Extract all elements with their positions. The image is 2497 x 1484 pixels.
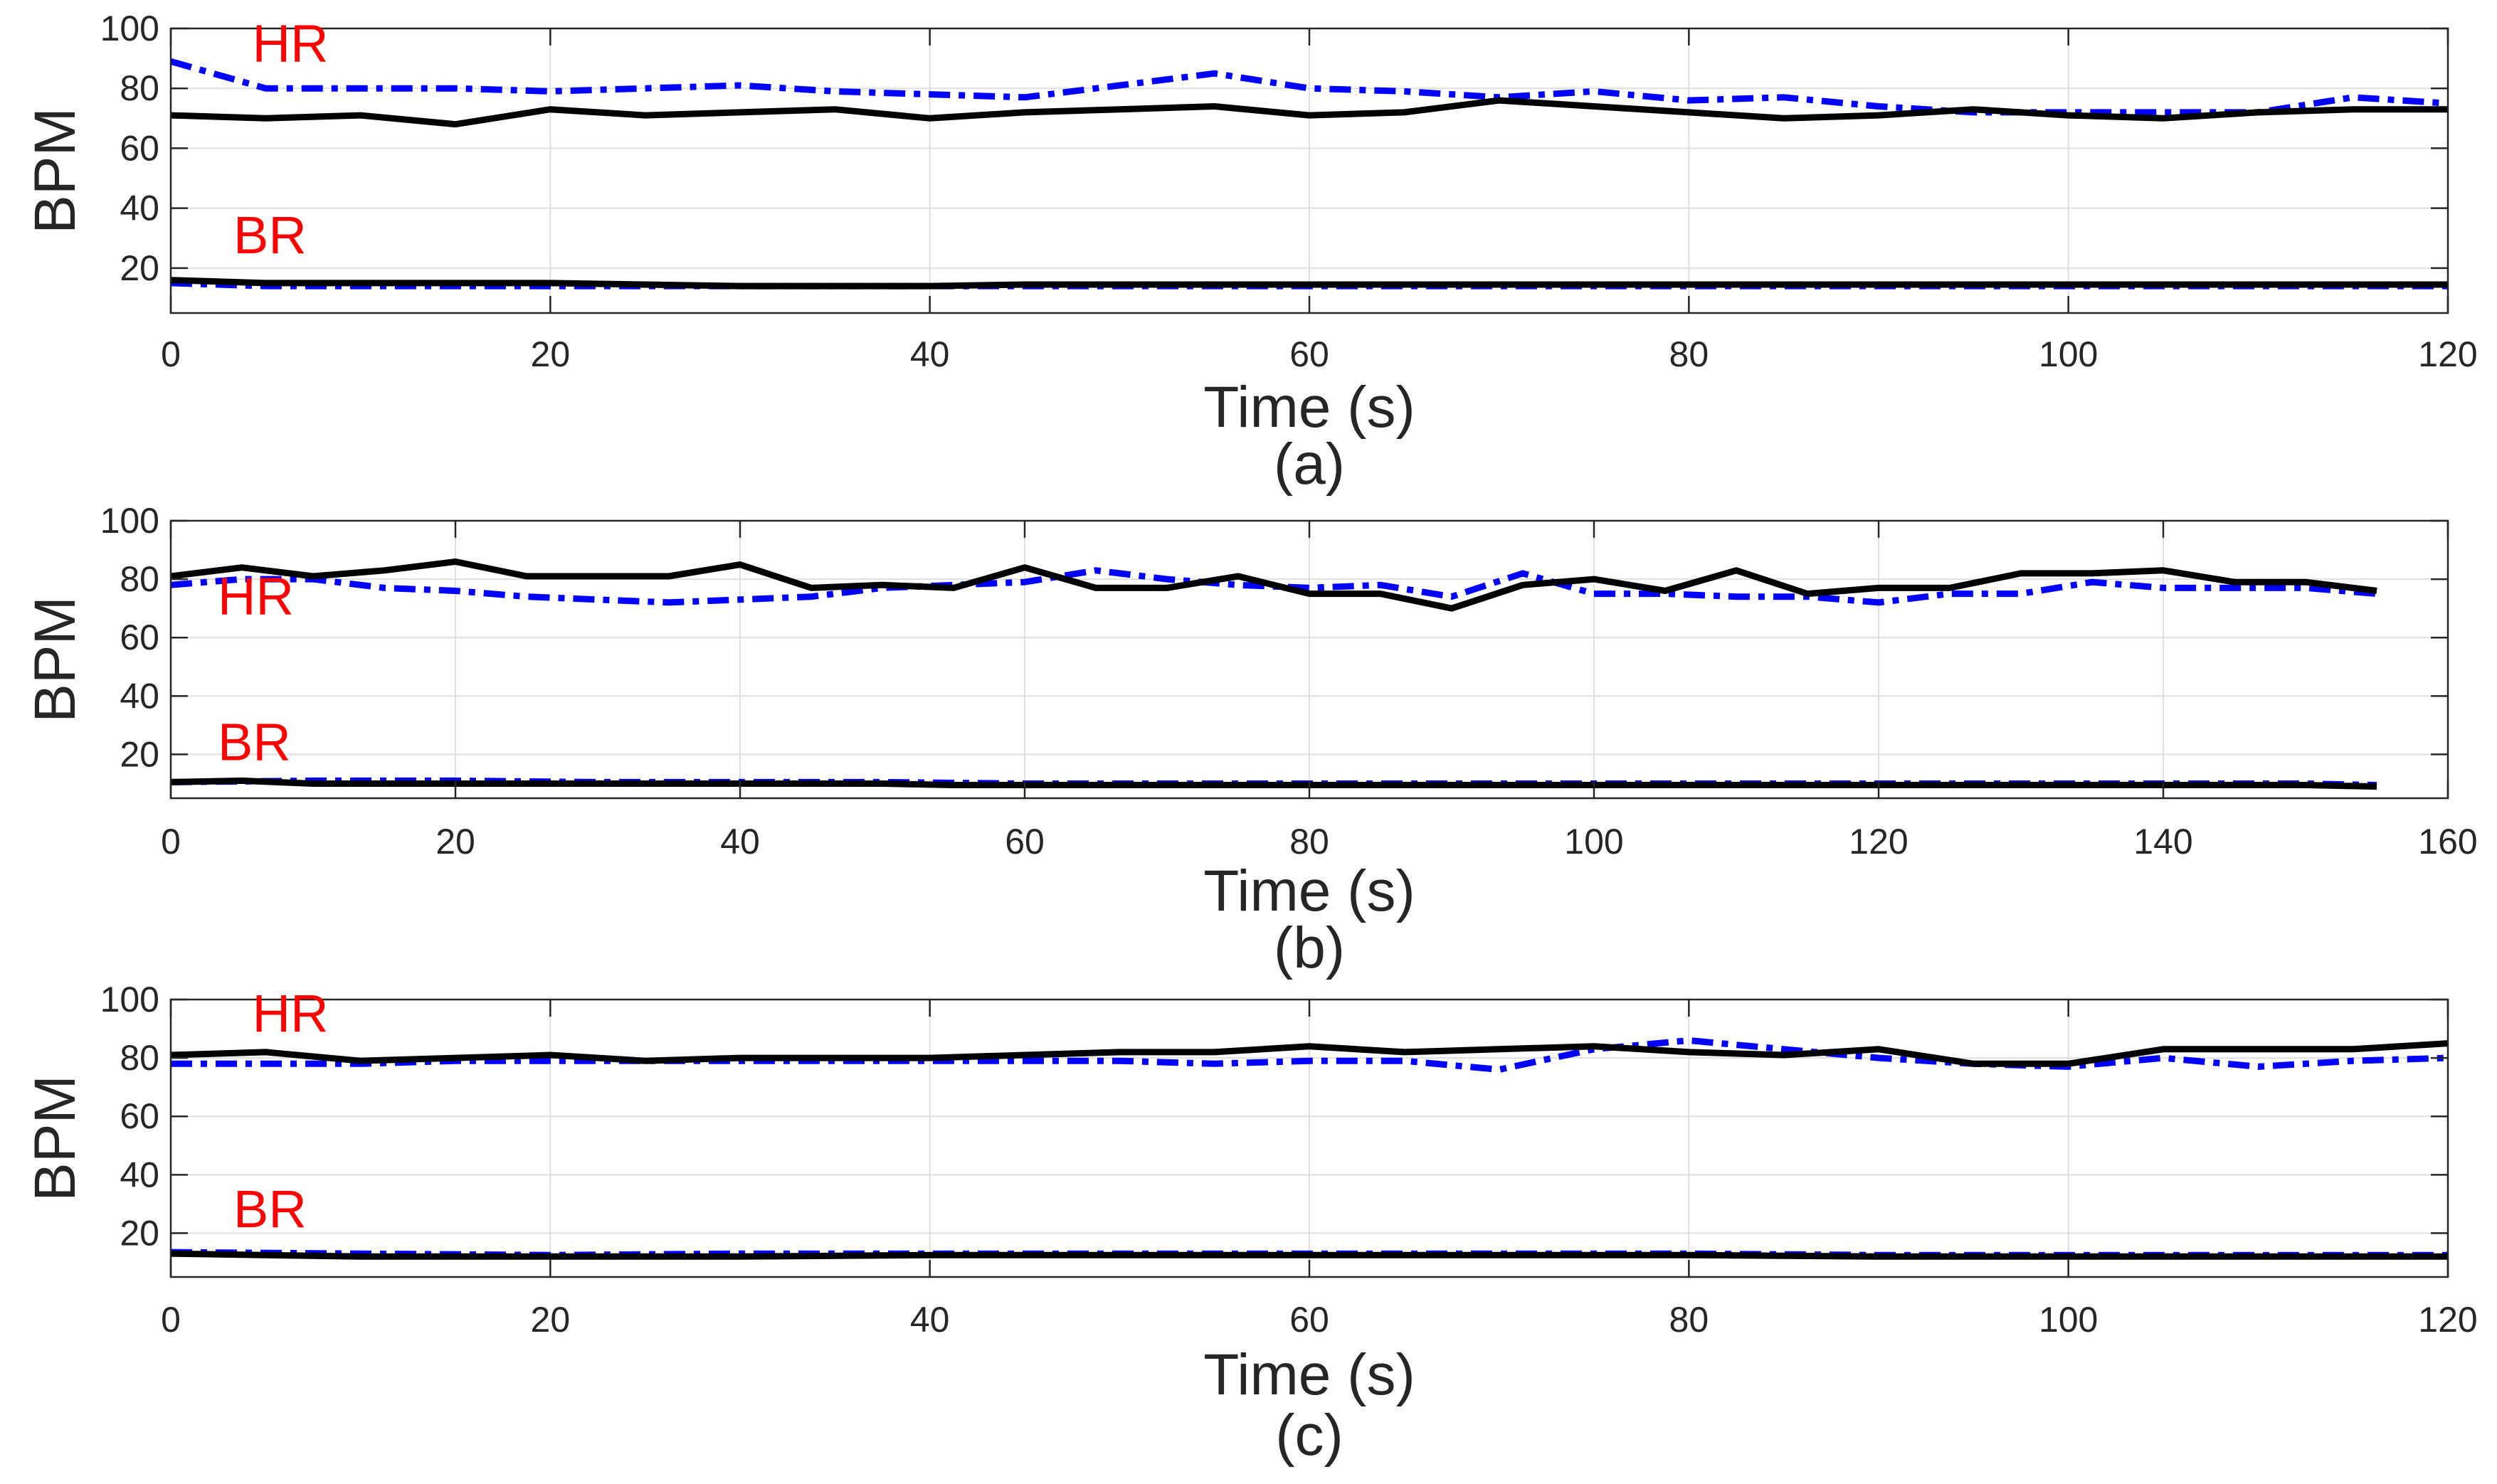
- series-group: [170, 558, 2377, 790]
- subplot-a: 0 20 40 60 80 100 120 20 40 60 80 100 HR BR BPM Time (s…: [23, 9, 2478, 497]
- series-line-hr-reference: [170, 1040, 2449, 1067]
- x-tick-label: 40: [910, 1300, 950, 1340]
- grid: [170, 28, 2449, 313]
- series-line-br-reference: [170, 277, 2448, 290]
- annotation-hr: HR: [218, 566, 294, 625]
- y-tick-label: 40: [120, 189, 159, 228]
- series-line-hr-reference: [170, 97, 2448, 128]
- ticks: 0 20 40 60 80 100 120 20 40 60 80 100: [100, 9, 2478, 374]
- grid: [170, 520, 2449, 798]
- series-line-br-reference: [170, 1250, 2448, 1260]
- y-tick-label: 60: [120, 1096, 159, 1136]
- y-tick-label: 40: [120, 676, 159, 716]
- x-tick-label: 80: [1669, 1300, 1709, 1340]
- x-tick-label: 60: [1289, 334, 1329, 374]
- annotation-br: BR: [233, 206, 307, 265]
- y-tick-label: 100: [100, 9, 159, 48]
- x-tick-label: 100: [1564, 822, 1623, 862]
- x-tick-label: 120: [2418, 1300, 2477, 1340]
- y-tick-label: 100: [100, 980, 159, 1019]
- ticks: 0 20 40 60 80 100 120 20 40 60 80 100: [100, 980, 2478, 1340]
- subplot-caption: (b): [1274, 916, 1345, 980]
- series-line-br-reference: [170, 777, 2377, 790]
- grid: [170, 999, 2449, 1277]
- x-tick-label: 80: [1669, 334, 1709, 374]
- series-group: [170, 1037, 2449, 1260]
- x-tick-label: 20: [531, 1300, 571, 1340]
- subplot-caption: (c): [1275, 1403, 1343, 1468]
- x-tick-label: 20: [435, 822, 475, 862]
- x-tick-label: 0: [161, 822, 181, 862]
- annotation-hr: HR: [253, 14, 329, 73]
- x-axis-label: Time (s): [1203, 1342, 1415, 1407]
- x-tick-label: 120: [1849, 822, 1908, 862]
- y-tick-label: 80: [120, 1038, 159, 1078]
- x-tick-label: 140: [2133, 822, 2192, 862]
- y-tick-label: 80: [120, 559, 159, 599]
- y-tick-label: 80: [120, 68, 159, 108]
- y-axis-label: BPM: [23, 107, 88, 234]
- x-axis-label: Time (s): [1203, 859, 1415, 923]
- y-tick-label: 60: [120, 618, 159, 657]
- y-tick-label: 100: [100, 501, 159, 541]
- annotation-hr: HR: [253, 984, 329, 1043]
- x-tick-label: 0: [161, 334, 181, 374]
- x-tick-label: 80: [1289, 822, 1329, 862]
- annotation-br: BR: [218, 713, 291, 772]
- x-tick-label: 60: [1289, 1300, 1329, 1340]
- x-tick-label: 100: [2039, 1300, 2098, 1340]
- x-tick-label: 120: [2418, 334, 2477, 374]
- x-tick-label: 160: [2418, 822, 2477, 862]
- x-tick-label: 20: [531, 334, 571, 374]
- y-tick-label: 20: [120, 1213, 159, 1253]
- subplot-caption: (a): [1274, 432, 1345, 497]
- y-tick-label: 20: [120, 248, 159, 288]
- series-line-hr-reference: [170, 558, 2377, 612]
- x-tick-label: 0: [161, 1300, 181, 1340]
- y-tick-label: 20: [120, 734, 159, 774]
- x-tick-label: 40: [910, 334, 950, 374]
- annotation-br: BR: [233, 1180, 307, 1239]
- subplot-c: 0 20 40 60 80 100 120 20 40 60 80 100 HR BR BPM Time (s…: [23, 980, 2478, 1468]
- y-axis-label: BPM: [23, 1075, 88, 1202]
- x-tick-label: 100: [2039, 334, 2098, 374]
- subplot-b: 0 20 40 60 80 100 120 140 160 20 40 60 80 100 HR BR BPM T…: [23, 501, 2478, 980]
- y-tick-label: 60: [120, 128, 159, 168]
- x-tick-label: 60: [1005, 822, 1045, 862]
- y-axis-label: BPM: [23, 596, 88, 723]
- ticks: 0 20 40 60 80 100 120 140 160 20 40 60 80 100: [100, 501, 2478, 862]
- y-tick-label: 40: [120, 1155, 159, 1194]
- series-group: [169, 58, 2449, 290]
- x-axis-label: Time (s): [1203, 375, 1415, 440]
- x-tick-label: 40: [720, 822, 760, 862]
